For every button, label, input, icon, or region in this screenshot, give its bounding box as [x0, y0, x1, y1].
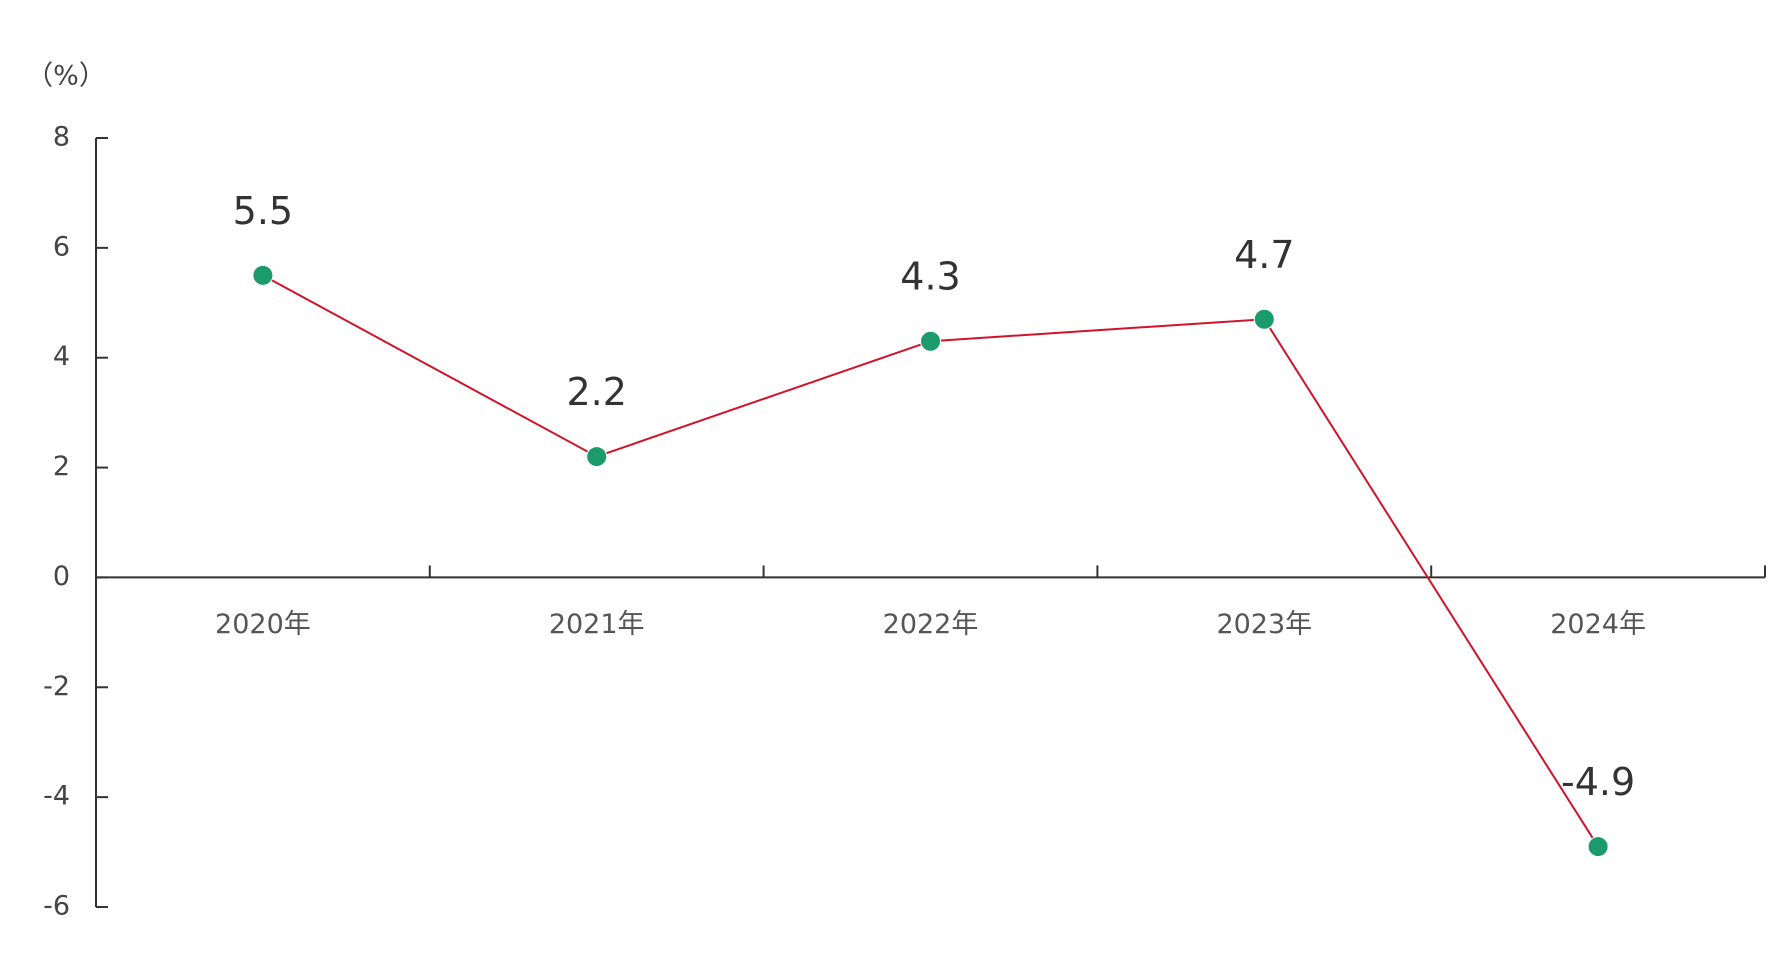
marker — [920, 330, 941, 352]
data-label: -4.9 — [1561, 760, 1635, 804]
data-label: 2.2 — [566, 370, 626, 414]
data-label: 5.5 — [233, 189, 293, 233]
y-tick-label: 4 — [53, 341, 70, 372]
y-tick-label: 8 — [53, 122, 70, 153]
y-tick-label: 6 — [53, 231, 70, 262]
x-tick-label: 2023年 — [1216, 609, 1312, 640]
y-tick-label: -2 — [43, 671, 70, 702]
marker — [1253, 308, 1275, 330]
x-tick-label: 2024年 — [1550, 609, 1646, 640]
y-tick-label: -6 — [43, 891, 70, 922]
y-tick-label: 0 — [53, 561, 70, 592]
y-tick-label: 2 — [53, 451, 70, 482]
marker — [586, 446, 608, 468]
data-label: 4.7 — [1234, 233, 1294, 277]
x-tick-label: 2022年 — [883, 609, 979, 640]
x-tick-label: 2021年 — [549, 609, 645, 640]
y-unit-label: （%） — [26, 61, 106, 92]
marker — [1587, 836, 1609, 858]
x-tick-label: 2020年 — [215, 609, 311, 640]
line — [262, 274, 1599, 848]
marker — [252, 264, 274, 286]
data-label: 4.3 — [900, 255, 960, 299]
y-tick-label: -4 — [43, 781, 70, 812]
